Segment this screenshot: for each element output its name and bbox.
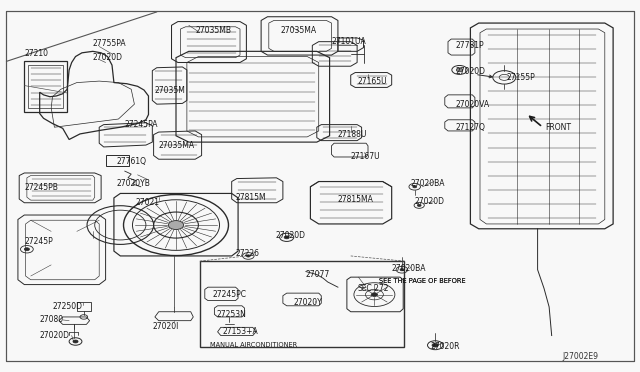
- Text: 27035MA: 27035MA: [280, 26, 316, 35]
- Text: 27077: 27077: [306, 270, 330, 279]
- Text: 27020D: 27020D: [40, 331, 70, 340]
- Circle shape: [456, 68, 463, 72]
- Circle shape: [168, 221, 184, 230]
- Text: 27020I: 27020I: [152, 322, 179, 331]
- Text: 27035M: 27035M: [155, 86, 186, 94]
- Text: 27021: 27021: [136, 198, 160, 207]
- Text: 27167U: 27167U: [351, 153, 380, 161]
- Text: 27781P: 27781P: [456, 41, 484, 50]
- Text: 27210: 27210: [24, 49, 49, 58]
- Text: 27020VA: 27020VA: [456, 100, 490, 109]
- Text: 27755PA: 27755PA: [93, 39, 127, 48]
- Circle shape: [400, 269, 404, 271]
- Circle shape: [417, 204, 421, 206]
- Text: 27245PB: 27245PB: [24, 183, 58, 192]
- Text: 27035MB: 27035MB: [195, 26, 231, 35]
- Text: 27245P: 27245P: [24, 237, 53, 246]
- Circle shape: [73, 340, 78, 343]
- Text: 27188U: 27188U: [338, 130, 367, 139]
- Text: SEE THE PAGE OF BEFORE: SEE THE PAGE OF BEFORE: [379, 278, 465, 284]
- Circle shape: [246, 255, 250, 257]
- Circle shape: [432, 343, 438, 347]
- Bar: [200, 261, 404, 347]
- Text: 27155P: 27155P: [507, 73, 536, 82]
- Text: 27245PC: 27245PC: [212, 290, 246, 299]
- Text: 27020D: 27020D: [415, 197, 445, 206]
- Text: MANUAL AIRCONDITIONER: MANUAL AIRCONDITIONER: [210, 342, 297, 348]
- Circle shape: [413, 186, 417, 188]
- Text: 27035MA: 27035MA: [159, 141, 195, 150]
- Text: 27020YB: 27020YB: [116, 179, 150, 187]
- Text: 27101UA: 27101UA: [332, 37, 366, 46]
- Text: 27080: 27080: [40, 315, 64, 324]
- Text: 27153+A: 27153+A: [223, 327, 259, 336]
- Text: 27165U: 27165U: [357, 77, 387, 86]
- Text: 27020BA: 27020BA: [392, 264, 426, 273]
- Circle shape: [371, 293, 378, 296]
- Text: 27127Q: 27127Q: [456, 123, 486, 132]
- Text: 27020R: 27020R: [430, 342, 460, 351]
- Text: FRONT: FRONT: [545, 123, 572, 132]
- Text: 27245PA: 27245PA: [125, 120, 158, 129]
- Text: 27020D: 27020D: [93, 53, 123, 62]
- Text: 27020BA: 27020BA: [411, 179, 445, 187]
- Text: 27226: 27226: [236, 249, 260, 258]
- Text: 27020D: 27020D: [275, 231, 305, 240]
- Text: 27020Y: 27020Y: [293, 298, 322, 307]
- Circle shape: [24, 248, 29, 251]
- Text: SEC.272: SEC.272: [357, 284, 388, 293]
- Text: 27020D: 27020D: [456, 67, 486, 76]
- Circle shape: [284, 236, 289, 239]
- Text: J27002E9: J27002E9: [562, 352, 598, 361]
- Text: 27250D: 27250D: [52, 302, 83, 311]
- Text: 27815MA: 27815MA: [338, 195, 374, 203]
- Text: SEE THE PAGE OF BEFORE: SEE THE PAGE OF BEFORE: [379, 278, 465, 284]
- Text: 27815M: 27815M: [236, 193, 266, 202]
- Text: 27761Q: 27761Q: [116, 157, 147, 166]
- Text: 27253N: 27253N: [216, 310, 246, 319]
